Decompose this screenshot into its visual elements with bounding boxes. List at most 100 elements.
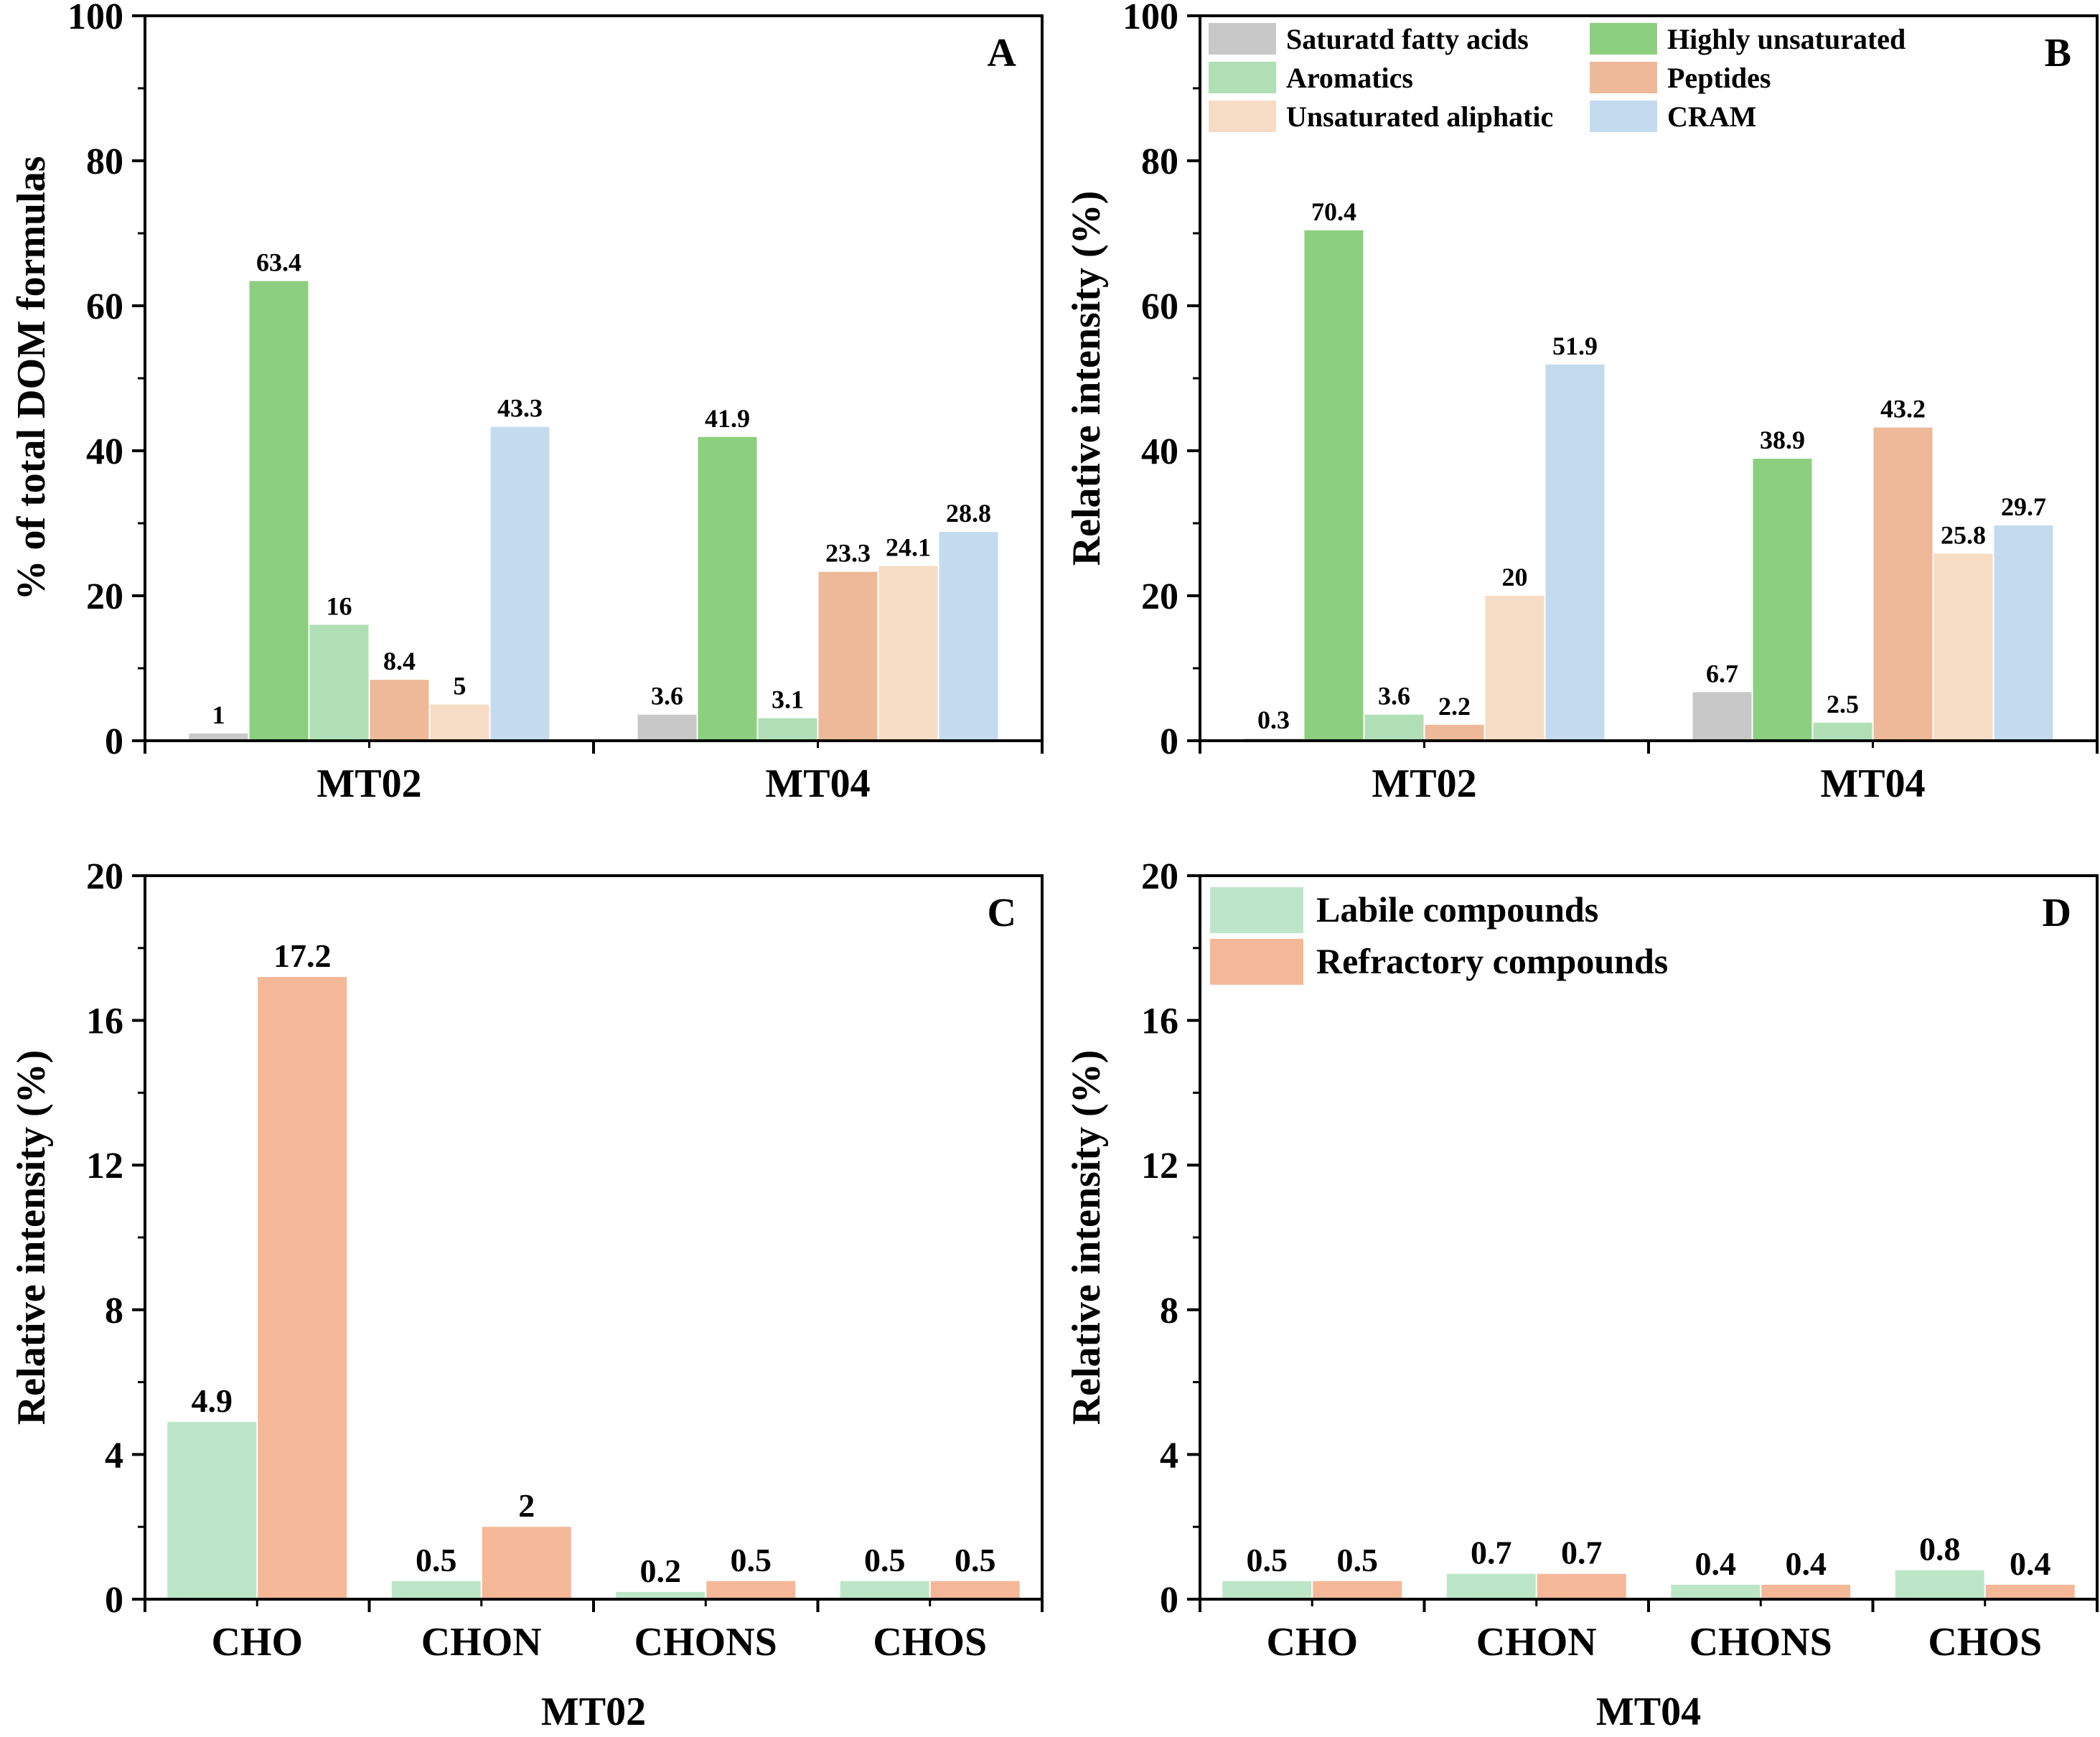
- panel-letter: A: [988, 31, 1017, 75]
- bar-unsaturated_aliphatic-mt02: [430, 704, 489, 741]
- bar-aromatics-mt04: [758, 718, 817, 741]
- bar-labile-chons: [616, 1591, 706, 1599]
- data-label: 51.9: [1552, 332, 1598, 360]
- data-label: 0.4: [2010, 1545, 2051, 1582]
- bar-highly_unsaturated-mt04: [1753, 459, 1812, 741]
- data-label: 16: [327, 591, 352, 620]
- bar-aromatics-mt02: [309, 624, 369, 741]
- y-tick-label: 16: [1141, 1001, 1178, 1042]
- bar-peptides-mt02: [1425, 724, 1484, 741]
- y-tick-label: 20: [86, 856, 123, 897]
- legend-label-saturated: Saturatd fatty acids: [1286, 23, 1529, 55]
- bar-cram-mt04: [1994, 525, 2053, 741]
- y-tick-label: 100: [1122, 0, 1178, 37]
- x-tick-label-mt04: MT04: [1820, 762, 1925, 806]
- data-label: 0.5: [1337, 1542, 1379, 1578]
- bar-saturated-mt04: [637, 714, 697, 741]
- y-tick-label: 80: [1141, 141, 1178, 182]
- y-tick-label: 20: [86, 576, 123, 617]
- data-label: 0.5: [416, 1542, 457, 1578]
- panel-letter: C: [988, 891, 1016, 935]
- bar-peptides-mt04: [818, 571, 878, 741]
- y-axis-title: Relative intensity (%): [1064, 1050, 1109, 1425]
- data-label: 1: [212, 701, 225, 729]
- y-tick-label: 4: [105, 1435, 123, 1476]
- data-label: 4.9: [192, 1382, 233, 1419]
- data-label: 41.9: [705, 404, 750, 433]
- data-label: 0.5: [731, 1542, 772, 1578]
- x-tick-label-chons: CHONS: [634, 1620, 777, 1665]
- legend-swatch-saturated: [1209, 23, 1276, 55]
- data-label: 0.4: [1786, 1545, 1827, 1582]
- data-label: 0.3: [1257, 706, 1290, 734]
- panel-letter: B: [2045, 31, 2071, 75]
- x-tick-label-mt02: MT02: [317, 762, 421, 806]
- panel-a: 1 63.4 16 8.4 5 43.3 3.6 41.9 3.1 23.3 24.1 28.8 0 20…: [9, 0, 1044, 806]
- y-tick-label: 0: [105, 1580, 123, 1621]
- x-tick-label-chons: CHONS: [1689, 1620, 1832, 1665]
- y-tick-label: 8: [1160, 1291, 1178, 1331]
- bar-unsaturated_aliphatic-mt04: [1933, 553, 1993, 741]
- y-axis-title: Relative intensity (%): [1064, 191, 1109, 566]
- y-tick-label: 12: [86, 1146, 123, 1186]
- data-label: 3.1: [772, 685, 804, 714]
- bar-labile-chos: [1895, 1570, 1984, 1599]
- legend-swatch-peptides: [1590, 62, 1657, 93]
- data-label: 0.5: [1247, 1542, 1288, 1578]
- bar-labile-chon: [1446, 1573, 1536, 1599]
- legend-swatch-unsaturated_aliphatic: [1209, 100, 1276, 132]
- y-tick-label: 0: [1160, 721, 1178, 762]
- legend-label-aromatics: Aromatics: [1286, 62, 1413, 94]
- data-label: 6.7: [1706, 659, 1738, 688]
- legend-label-unsaturated_aliphatic: Unsaturated aliphatic: [1286, 100, 1553, 133]
- x-tick-label-mt02: MT02: [1372, 762, 1476, 806]
- bar-refractory-cho: [1313, 1581, 1402, 1599]
- bar-highly_unsaturated-mt02: [249, 281, 309, 741]
- data-label: 28.8: [946, 499, 991, 528]
- legend-label-highly_unsaturated: Highly unsaturated: [1667, 23, 1906, 55]
- bar-unsaturated_aliphatic-mt04: [878, 566, 938, 741]
- data-label: 23.3: [825, 539, 871, 568]
- legend-swatch-highly_unsaturated: [1590, 23, 1657, 55]
- data-label: 38.9: [1760, 426, 1805, 454]
- legend-label-cram: CRAM: [1667, 100, 1756, 133]
- y-tick-label: 60: [1141, 286, 1178, 327]
- y-tick-label: 60: [86, 286, 123, 327]
- x-tick-label-chos: CHOS: [1928, 1620, 2042, 1665]
- bar-refractory-chon: [482, 1527, 571, 1599]
- data-label: 17.2: [273, 937, 332, 974]
- bar-refractory-chon: [1537, 1573, 1626, 1599]
- bar-saturated-mt02: [189, 733, 248, 741]
- y-tick-label: 0: [105, 721, 123, 762]
- data-label: 0.7: [1561, 1535, 1603, 1571]
- bar-refractory-chons: [1761, 1584, 1851, 1599]
- legend-swatch-labile: [1210, 887, 1303, 933]
- bar-peptides-mt02: [370, 680, 429, 741]
- y-axis-title: % of total DOM formulas: [9, 156, 54, 600]
- x-axis-title: MT02: [541, 1690, 646, 1734]
- y-tick-label: 8: [105, 1291, 123, 1331]
- data-label: 24.1: [886, 533, 931, 562]
- bar-labile-chon: [391, 1581, 481, 1599]
- bar-labile-chos: [840, 1581, 929, 1599]
- bar-highly_unsaturated-mt02: [1304, 230, 1364, 741]
- y-axis-title: Relative intensity (%): [9, 1050, 54, 1425]
- data-label: 0.2: [640, 1553, 682, 1589]
- legend-swatch-refractory: [1210, 939, 1303, 985]
- y-tick-label: 20: [1141, 576, 1178, 617]
- data-label: 43.3: [497, 394, 543, 423]
- panel-d: 0.5 0.5 0.7 0.7 0.4 0.4 0.8 0.4 0 4 8 12 16 20 CHO CHON…: [1064, 856, 2099, 1734]
- data-label: 43.2: [1880, 395, 1926, 423]
- y-tick-label: 20: [1141, 856, 1178, 897]
- bar-refractory-chos: [1985, 1584, 2075, 1599]
- legend-label-labile: Labile compounds: [1316, 889, 1598, 930]
- panel-b: 0.3 70.4 3.6 2.2 20 51.9 6.7 38.9 2.5 43.2 25.8 29.…: [1064, 0, 2099, 806]
- bar-cram-mt04: [939, 532, 998, 741]
- data-label: 63.4: [256, 248, 301, 277]
- data-label: 70.4: [1311, 197, 1356, 226]
- x-tick-label-chos: CHOS: [873, 1620, 987, 1665]
- panel-c: 4.9 17.2 0.5 2 0.2 0.5 0.5 0.5 0 4 8 12 16 20 CHO CHON C…: [9, 856, 1044, 1734]
- x-tick-label-chon: CHON: [421, 1620, 542, 1665]
- data-label: 3.6: [651, 682, 683, 711]
